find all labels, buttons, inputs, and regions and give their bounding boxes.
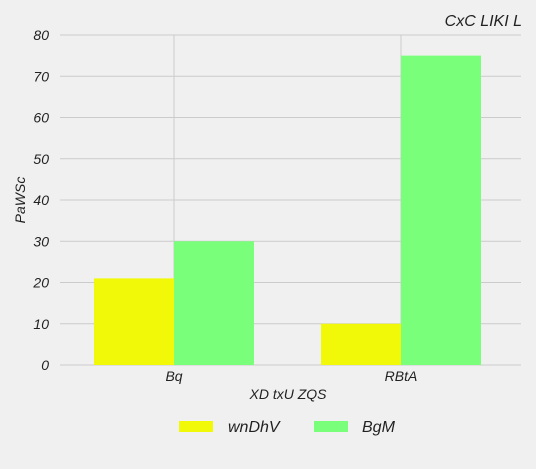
legend-label: wnDhV bbox=[228, 419, 281, 436]
y-axis-ticks: 0 10 20 30 40 50 60 70 80 bbox=[32, 27, 49, 373]
y-tick-label: 20 bbox=[32, 275, 49, 291]
bars bbox=[94, 56, 481, 365]
x-axis-ticks: Bq RBtA bbox=[165, 368, 417, 384]
bar-BgM-RBtA bbox=[401, 56, 481, 365]
y-axis-label: PaWSc bbox=[12, 177, 28, 224]
y-tick-label: 30 bbox=[33, 233, 49, 249]
x-tick-label: Bq bbox=[165, 368, 182, 384]
legend-swatch-wnDhV bbox=[179, 421, 213, 432]
y-tick-label: 80 bbox=[33, 27, 49, 43]
legend-swatch-BgM bbox=[314, 421, 348, 432]
y-tick-label: 0 bbox=[41, 357, 49, 373]
x-axis-label: XD txU ZQS bbox=[248, 386, 327, 402]
y-tick-label: 70 bbox=[33, 68, 49, 84]
y-tick-label: 50 bbox=[33, 151, 49, 167]
bar-wnDhV-Bq bbox=[94, 278, 174, 365]
x-tick-label: RBtA bbox=[385, 368, 418, 384]
y-tick-label: 10 bbox=[33, 316, 49, 332]
bar-wnDhV-RBtA bbox=[321, 324, 401, 365]
y-tick-label: 40 bbox=[33, 192, 49, 208]
bar-BgM-Bq bbox=[174, 241, 254, 365]
legend: wnDhV BgM bbox=[179, 419, 396, 436]
y-tick-label: 60 bbox=[33, 110, 49, 126]
legend-label: BgM bbox=[362, 419, 396, 436]
chart-title: CxC LIKI L bbox=[445, 13, 522, 30]
